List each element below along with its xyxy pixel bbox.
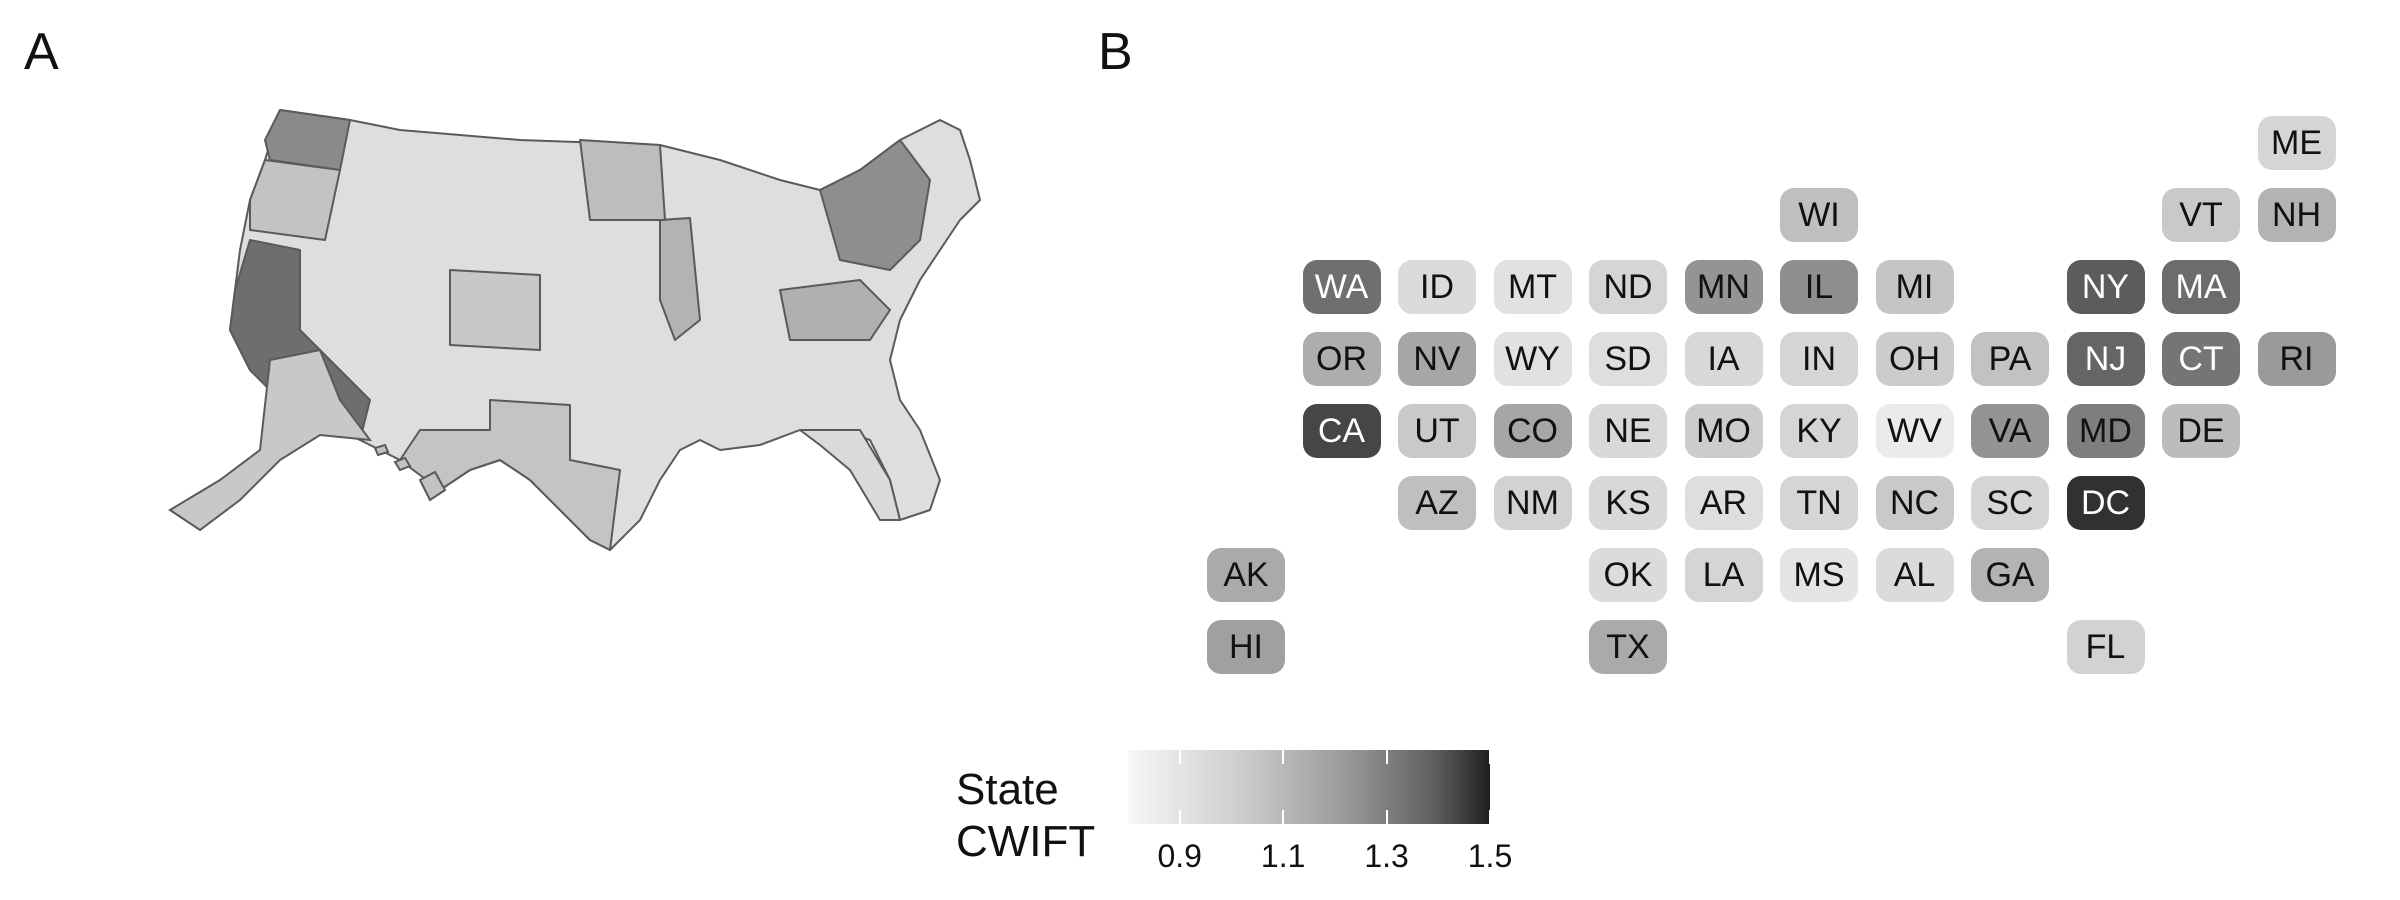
- alaska-region: [168, 348, 373, 532]
- legend-title-line2: CWIFT: [956, 817, 1096, 866]
- legend-tick-label: 0.9: [1157, 838, 1202, 874]
- state-tile-mt: MT: [1493, 260, 1572, 314]
- hawaii-island-2: [393, 456, 412, 472]
- legend-tick-mark: [1385, 750, 1388, 764]
- legend-tick-mark: [1178, 810, 1181, 824]
- state-tile-wv: WV: [1875, 404, 1954, 458]
- hawaii-island-3: [373, 443, 390, 457]
- state-tile-nv: NV: [1398, 332, 1476, 386]
- illinois-region: [659, 217, 701, 341]
- oregon-region: [249, 159, 341, 241]
- state-tile-mi: MI: [1875, 260, 1954, 314]
- state-tile-pa: PA: [1971, 332, 2049, 386]
- state-tile-me: ME: [2257, 116, 2336, 170]
- legend-tick-mark: [1489, 810, 1491, 824]
- state-tile-fl: FL: [2066, 620, 2145, 674]
- state-tile-ma: MA: [2162, 260, 2240, 314]
- hawaii-region: [418, 470, 447, 502]
- us-choropleth-map: [168, 109, 981, 551]
- state-tile-nj: NJ: [2066, 332, 2145, 386]
- northeast-region: [819, 139, 931, 271]
- legend-tick-label: 1.5: [1467, 838, 1513, 874]
- florida-region: [799, 429, 901, 521]
- state-tile-ca: CA: [1302, 404, 1381, 458]
- state-tile-ar: AR: [1684, 476, 1763, 530]
- colorado-region: [449, 269, 541, 351]
- state-tile-oh: OH: [1875, 332, 1954, 386]
- state-tile-tn: TN: [1780, 476, 1858, 530]
- state-tile-ne: NE: [1589, 404, 1667, 458]
- panel-a-label: A: [24, 23, 59, 81]
- legend-title-line1: State: [956, 765, 1059, 814]
- legend-tick-mark: [1178, 750, 1181, 764]
- state-tile-md: MD: [2066, 404, 2145, 458]
- state-tile-de: DE: [2162, 404, 2240, 458]
- state-tile-ks: KS: [1589, 476, 1667, 530]
- state-tile-id: ID: [1398, 260, 1476, 314]
- state-tile-sd: SD: [1589, 332, 1667, 386]
- state-tile-tx: TX: [1589, 620, 1667, 674]
- state-tile-ak: AK: [1207, 548, 1285, 602]
- legend-tick-mark: [1282, 810, 1285, 824]
- state-tile-ct: CT: [2162, 332, 2240, 386]
- state-tile-al: AL: [1875, 548, 1954, 602]
- state-tile-wy: WY: [1493, 332, 1572, 386]
- state-tile-or: OR: [1302, 332, 1381, 386]
- state-tile-nm: NM: [1493, 476, 1572, 530]
- state-tile-co: CO: [1493, 404, 1572, 458]
- state-tile-nh: NH: [2257, 188, 2336, 242]
- legend-tick-mark: [1282, 750, 1285, 764]
- minnesota-region: [579, 139, 666, 221]
- state-tile-wa: WA: [1302, 260, 1381, 314]
- virginia-region: [779, 279, 891, 341]
- panel-b-label: B: [1098, 23, 1133, 81]
- state-tile-ky: KY: [1780, 404, 1858, 458]
- legend-tick-label: 1.3: [1364, 838, 1409, 874]
- state-tile-la: LA: [1684, 548, 1763, 602]
- state-tile-ok: OK: [1589, 548, 1667, 602]
- state-tile-ia: IA: [1684, 332, 1763, 386]
- state-tile-hi: HI: [1207, 620, 1285, 674]
- legend-color-bar: [1128, 750, 1490, 824]
- state-tile-vt: VT: [2162, 188, 2240, 242]
- state-tile-mn: MN: [1684, 260, 1763, 314]
- state-tile-nc: NC: [1875, 476, 1954, 530]
- legend-tick-label: 1.1: [1260, 838, 1306, 874]
- state-tile-ms: MS: [1780, 548, 1858, 602]
- state-tile-dc: DC: [2066, 476, 2145, 530]
- state-tile-wi: WI: [1780, 188, 1858, 242]
- state-tile-ga: GA: [1971, 548, 2049, 602]
- state-tile-ny: NY: [2066, 260, 2145, 314]
- legend-title: State CWIFT: [956, 764, 1095, 868]
- state-tile-ri: RI: [2257, 332, 2336, 386]
- state-tile-in: IN: [1780, 332, 1858, 386]
- legend-tick-mark: [1385, 810, 1388, 824]
- state-tile-va: VA: [1971, 404, 2049, 458]
- state-tile-grid: ME WI VT NH WA ID MT ND MN IL MI NY MA OR NV WY SD IA IN OH…: [1207, 116, 2336, 674]
- state-tile-nd: ND: [1589, 260, 1667, 314]
- state-tile-sc: SC: [1971, 476, 2049, 530]
- state-tile-il: IL: [1780, 260, 1858, 314]
- legend-tick-mark: [1489, 750, 1491, 764]
- state-tile-mo: MO: [1684, 404, 1763, 458]
- state-tile-ut: UT: [1398, 404, 1476, 458]
- state-tile-az: AZ: [1398, 476, 1476, 530]
- texas-region: [399, 399, 621, 551]
